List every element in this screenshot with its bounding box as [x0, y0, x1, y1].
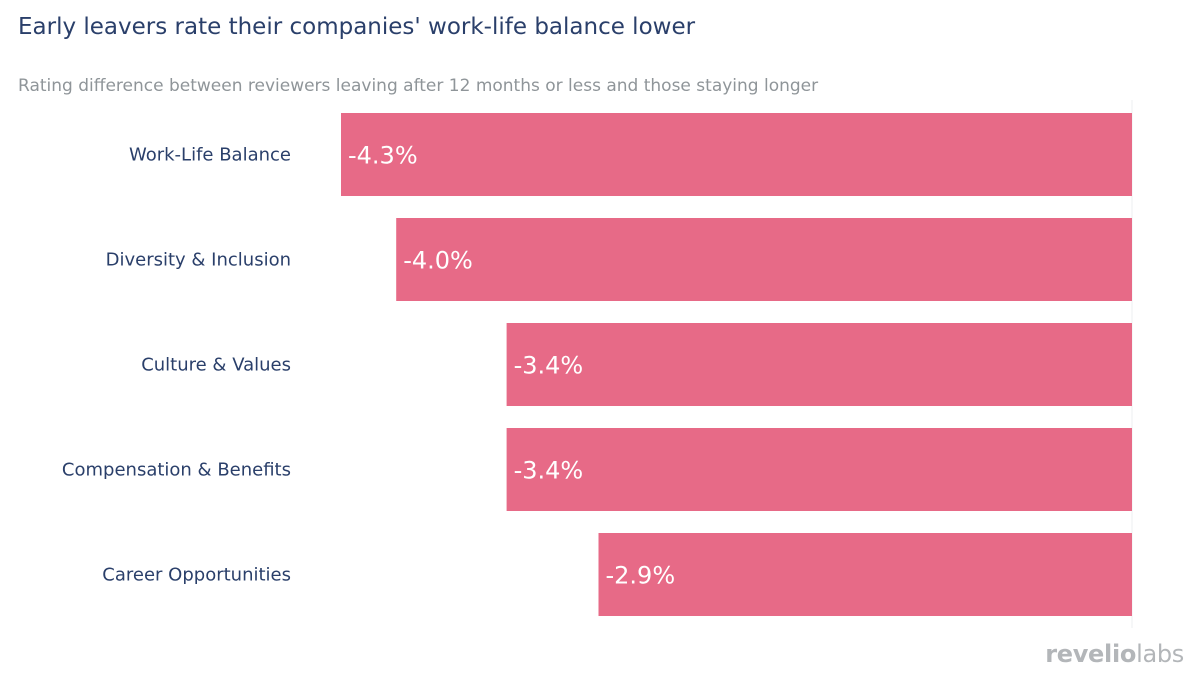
category-label: Compensation & Benefits — [62, 460, 291, 481]
category-label: Career Opportunities — [102, 565, 291, 586]
data-label: -3.4% — [514, 352, 584, 380]
bar-work-life-balance — [341, 113, 1132, 196]
bar-culture-values — [506, 323, 1133, 406]
bar-diversity-inclusion — [396, 218, 1132, 301]
bar-career-opportunities — [598, 533, 1132, 616]
data-label: -4.3% — [348, 142, 418, 170]
category-label: Culture & Values — [141, 355, 291, 376]
revelio-labs-logo: reveliolabs — [1045, 640, 1184, 668]
data-label: -3.4% — [514, 457, 584, 485]
bar-compensation-benefits — [506, 428, 1133, 511]
chart-title: Early leavers rate their companies' work… — [18, 14, 696, 40]
category-label: Diversity & Inclusion — [106, 250, 291, 271]
data-label: -2.9% — [606, 562, 676, 590]
data-label: -4.0% — [403, 247, 473, 275]
category-label: Work-Life Balance — [129, 145, 291, 166]
logo-word-revelio: revelio — [1045, 640, 1137, 668]
chart-subtitle: Rating difference between reviewers leav… — [18, 76, 819, 96]
logo-word-labs: labs — [1136, 640, 1184, 668]
